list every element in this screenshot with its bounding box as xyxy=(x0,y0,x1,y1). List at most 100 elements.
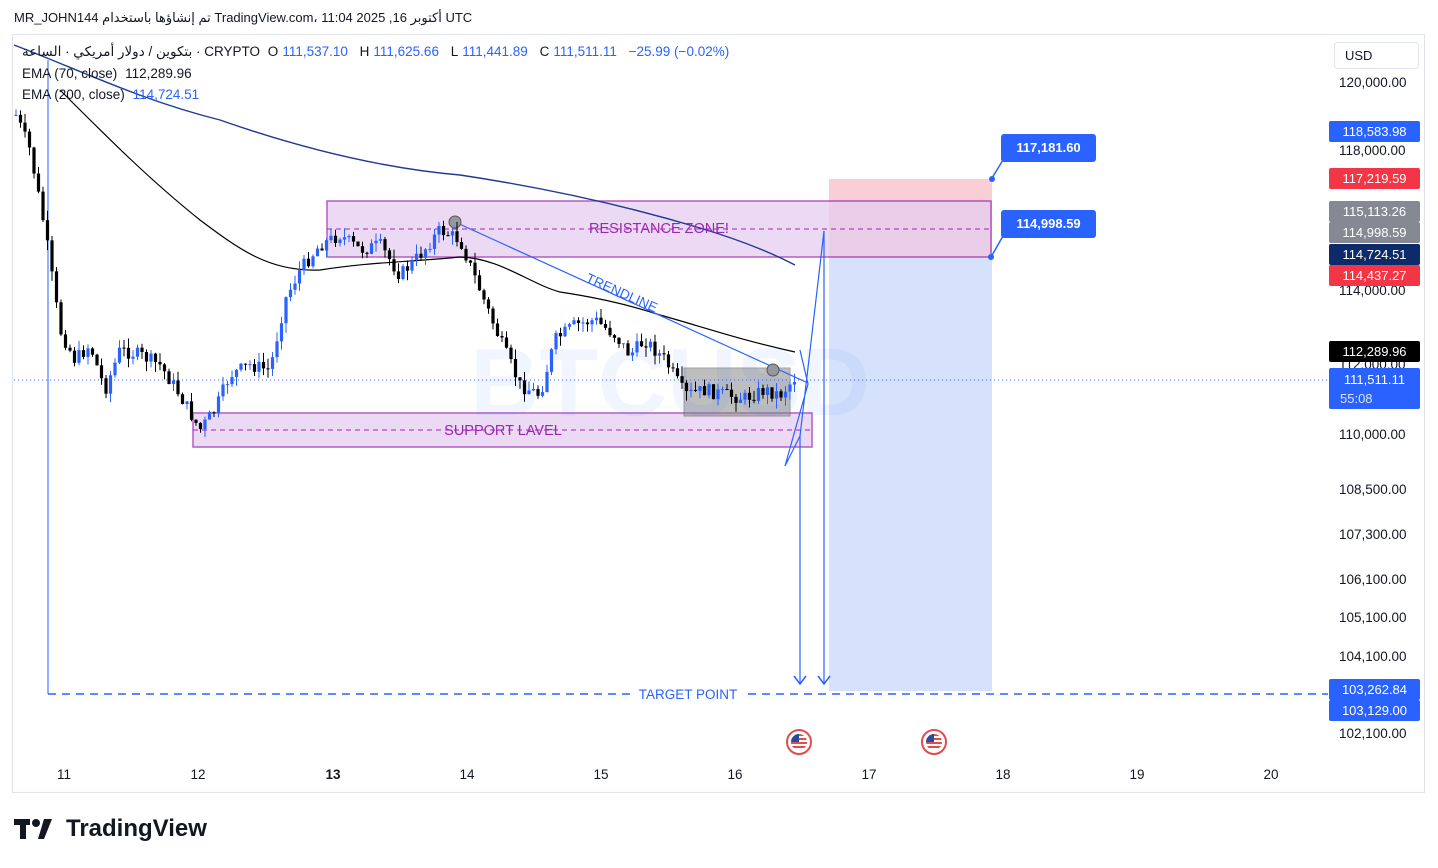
candle xyxy=(788,384,792,392)
candle xyxy=(590,320,594,325)
callout-lower[interactable]: 114,998.59 xyxy=(1001,210,1096,238)
price-axis-label: 120,000.00 xyxy=(1339,75,1407,90)
price-tag: 115,113.26 xyxy=(1329,201,1420,222)
candle xyxy=(14,114,18,116)
candle xyxy=(666,354,671,368)
current-price-value: 111,511.11 xyxy=(1343,372,1406,387)
candle xyxy=(459,242,464,249)
candle xyxy=(585,322,590,325)
legend-ema70[interactable]: EMA (70, close) 112,289.96 xyxy=(22,66,196,81)
target-arrowhead-1 xyxy=(793,675,807,686)
time-axis-label: 18 xyxy=(995,767,1011,782)
current-price-tag: 111,511.11 55:08 xyxy=(1329,368,1420,409)
candle xyxy=(473,262,477,276)
callout-upper-connector xyxy=(991,159,1004,179)
candle xyxy=(567,324,572,327)
candle xyxy=(675,368,680,377)
candle xyxy=(333,235,338,243)
candle xyxy=(207,412,212,420)
price-tag: 103,129.00 xyxy=(1329,700,1420,721)
brand-name: TradingView xyxy=(66,815,207,842)
candle xyxy=(302,258,306,271)
candle xyxy=(662,353,666,355)
candle xyxy=(423,249,428,258)
candle xyxy=(144,352,149,362)
candle xyxy=(347,235,351,238)
target-label: TARGET POINT xyxy=(639,687,738,702)
candle xyxy=(792,382,797,385)
price-tag: 114,998.59 xyxy=(1329,222,1420,243)
high-value: 111,625.66 xyxy=(373,44,439,59)
candle xyxy=(437,225,441,235)
legend-ema200[interactable]: EMA (200, close) 114,724.51 xyxy=(22,87,203,102)
candle xyxy=(410,259,414,271)
candle xyxy=(77,350,81,363)
trendline-touch xyxy=(766,363,780,377)
candle xyxy=(770,387,774,399)
candle xyxy=(765,387,770,395)
price-axis-label: 108,500.00 xyxy=(1339,482,1407,497)
candle xyxy=(324,240,329,251)
candle xyxy=(293,283,297,290)
candle xyxy=(81,350,86,357)
candle xyxy=(131,356,135,359)
time-axis-label: 19 xyxy=(1129,767,1145,782)
candle xyxy=(684,382,689,392)
ema200-label: EMA (200, close) xyxy=(22,87,125,102)
us-flag-icon[interactable] xyxy=(786,729,812,755)
candle xyxy=(248,364,252,366)
candle xyxy=(284,297,288,324)
legend-symbol[interactable]: بتكوين / دولار أمريكي · الساعة · CRYPTO xyxy=(22,44,261,59)
time-axis-label: 16 xyxy=(727,767,743,782)
price-axis-label: 118,000.00 xyxy=(1339,143,1406,158)
currency-button[interactable]: USD xyxy=(1334,42,1419,69)
callout-upper[interactable]: 117,181.60 xyxy=(1001,134,1096,162)
price-axis-label: 105,100.00 xyxy=(1339,610,1407,625)
candle xyxy=(621,343,626,345)
candle xyxy=(311,256,315,267)
candle xyxy=(729,389,734,397)
tradingview-logo[interactable]: TradingView xyxy=(14,815,207,843)
candle xyxy=(725,389,729,391)
candle xyxy=(275,341,279,358)
candle xyxy=(401,266,405,279)
candle xyxy=(113,362,117,376)
candle xyxy=(104,378,108,394)
price-axis-label: 102,100.00 xyxy=(1339,726,1407,741)
close-value: 111,511.11 xyxy=(553,44,617,59)
candle xyxy=(603,323,608,328)
price-axis-label: 107,300.00 xyxy=(1339,527,1407,542)
low-value: 111,441.89 xyxy=(462,44,528,59)
candle xyxy=(270,357,275,369)
candle xyxy=(783,391,788,398)
candle xyxy=(495,323,500,337)
resistance-label: RESISTANCE ZONE! xyxy=(589,221,729,237)
candle xyxy=(171,380,176,385)
price-axis-label: 114,000.00 xyxy=(1339,283,1406,298)
candle xyxy=(468,260,473,263)
us-flag-icon[interactable] xyxy=(921,729,947,755)
candle xyxy=(450,231,455,236)
candle xyxy=(329,235,333,241)
close-label: C xyxy=(539,44,550,59)
candle xyxy=(513,358,518,378)
target-label-bg xyxy=(630,686,745,702)
candle xyxy=(189,401,194,420)
candle xyxy=(509,347,513,359)
candle xyxy=(338,239,342,243)
candle xyxy=(396,271,401,279)
candle xyxy=(36,173,41,192)
candle xyxy=(158,361,162,365)
open-label: O xyxy=(267,44,279,59)
candle xyxy=(261,361,266,369)
candle xyxy=(23,122,27,132)
price-axis-label: 110,000.00 xyxy=(1339,427,1406,442)
symbol-watermark: BTCUSD xyxy=(470,329,870,436)
candle xyxy=(149,353,153,362)
candle xyxy=(194,419,198,423)
candle xyxy=(315,248,320,257)
trendline xyxy=(454,221,809,384)
candle xyxy=(608,327,612,336)
high-label: H xyxy=(359,44,370,59)
